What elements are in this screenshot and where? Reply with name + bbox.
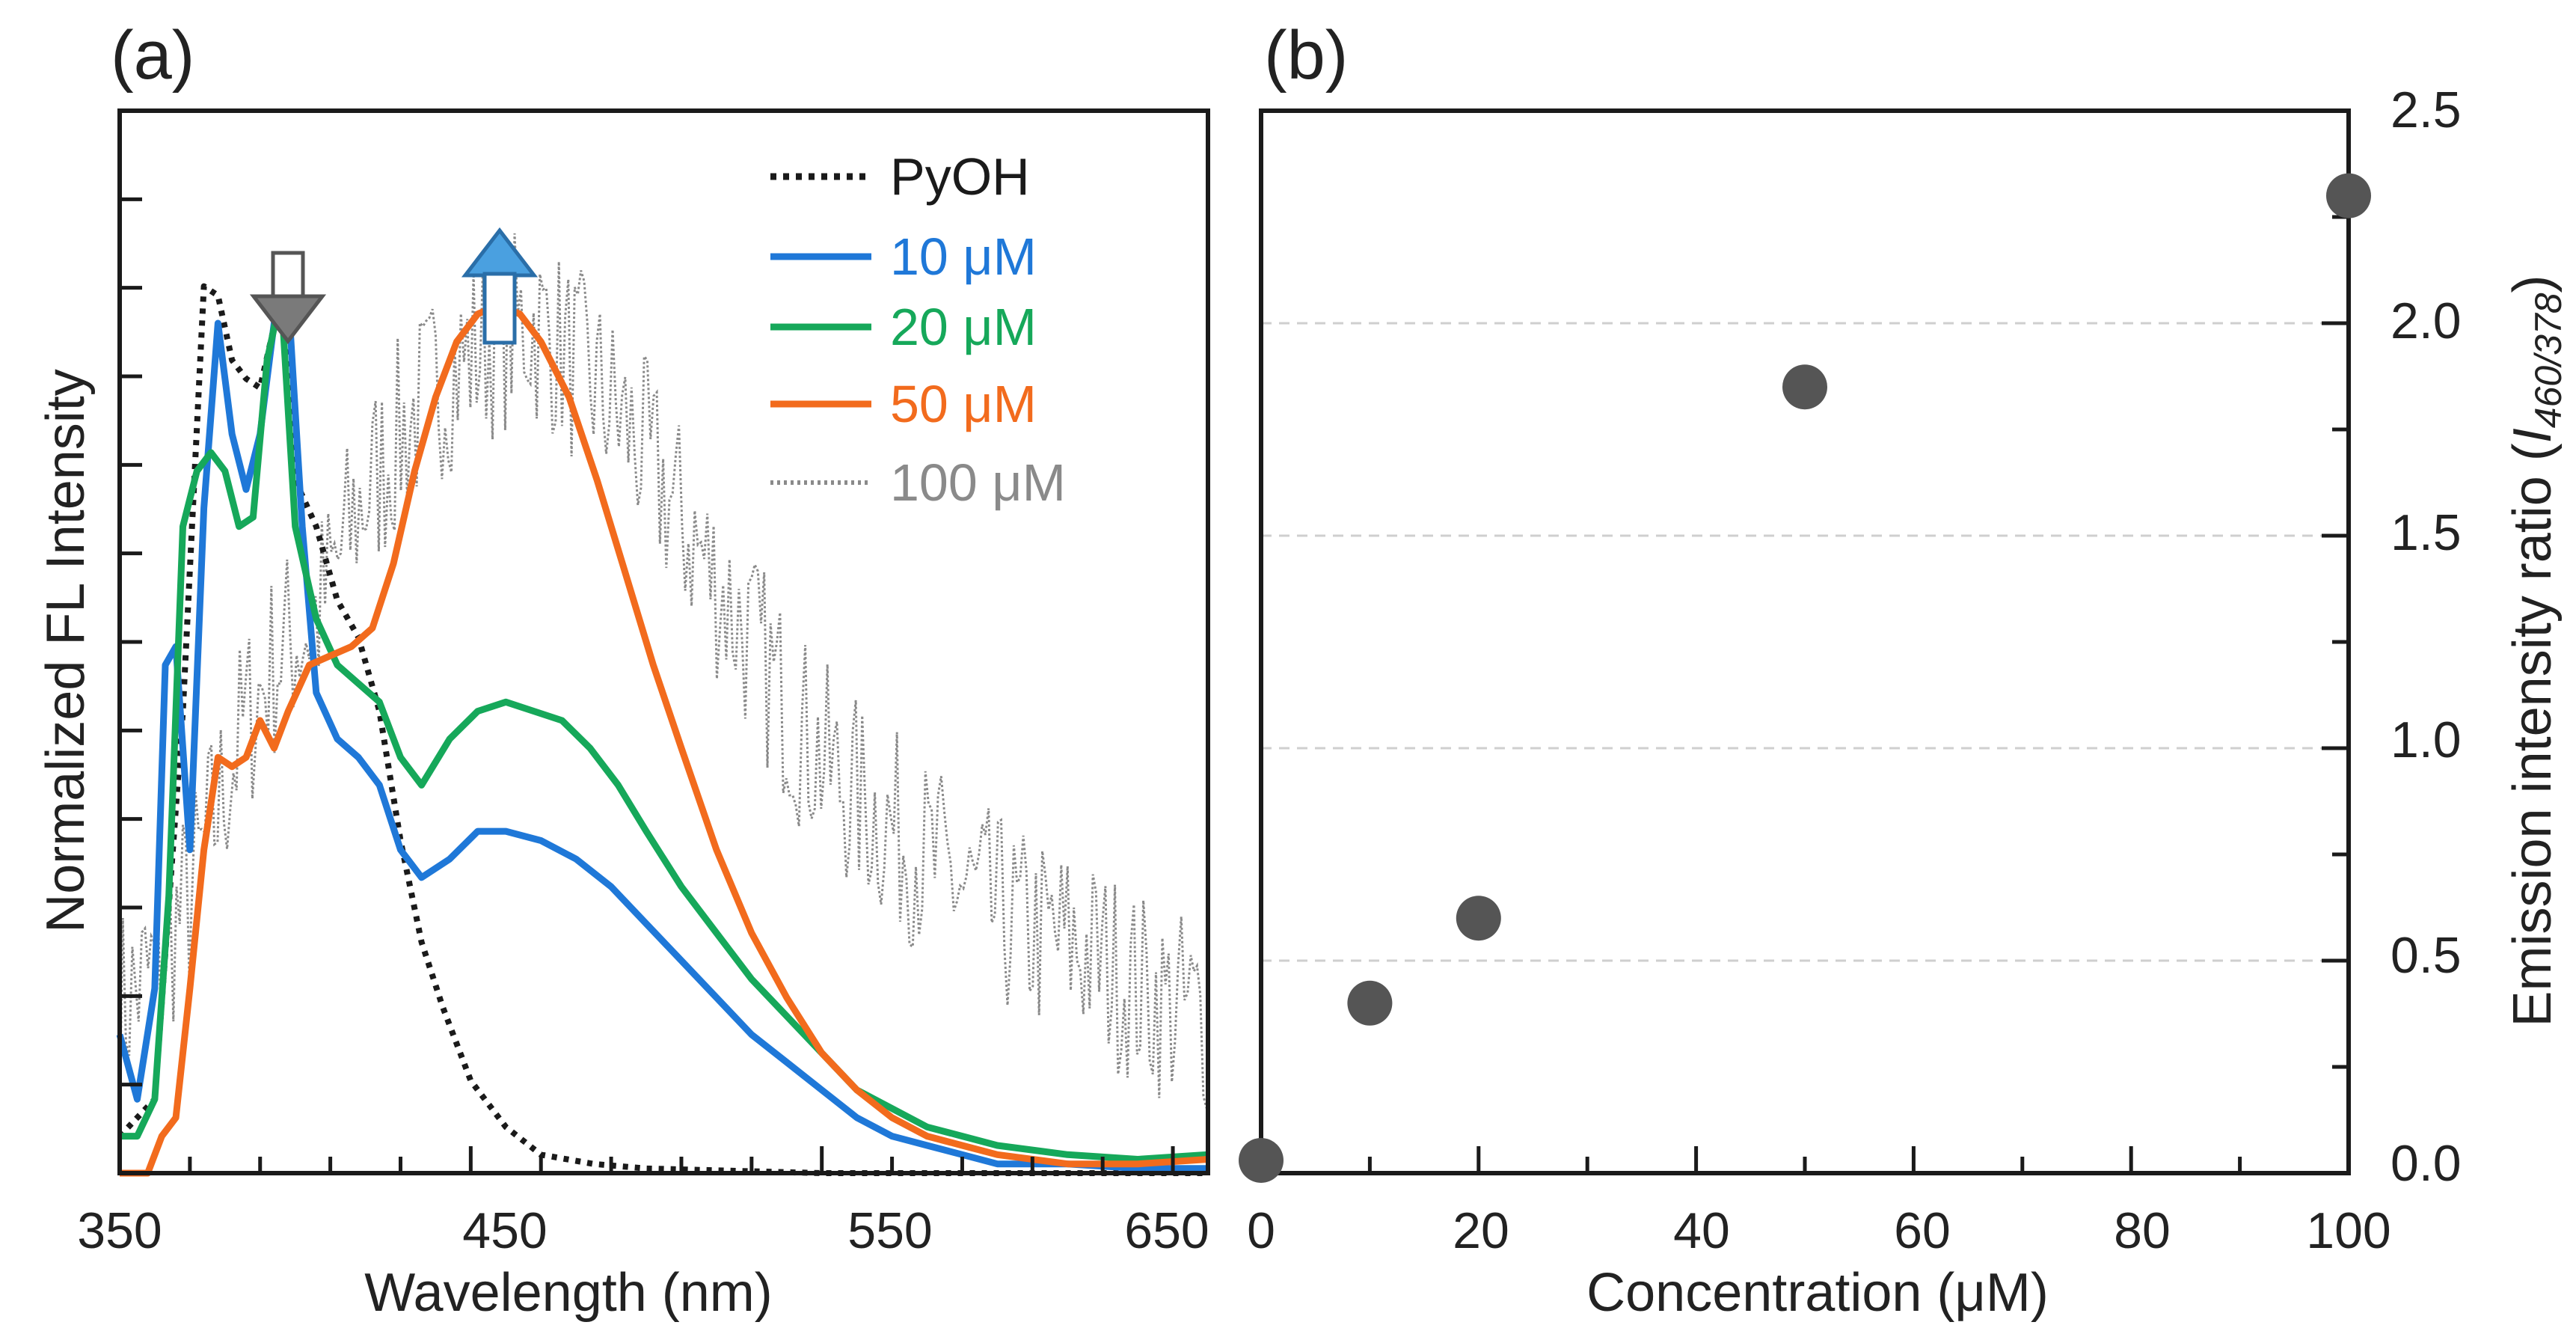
down-arrow-icon: [249, 251, 327, 345]
b-xtick-0: 0: [1247, 1202, 1275, 1259]
b-ytick-1-0: 1.0: [2391, 712, 2462, 768]
legend-item-50um: 50 μM: [770, 375, 1037, 433]
up-arrow-icon: [461, 227, 539, 345]
b-xtick-100: 100: [2306, 1202, 2391, 1259]
panel-a-axes: [117, 108, 1210, 1175]
legend-label-10um: 10 μM: [890, 227, 1037, 286]
b-xtick-60: 60: [1894, 1202, 1951, 1259]
b-xtick-80: 80: [2114, 1202, 2171, 1259]
data-point-100um: [2326, 173, 2371, 218]
legend-item-pyoh: PyOH: [770, 147, 1030, 206]
b-y-axis-title-main: Emission intensity ratio (: [2503, 443, 2563, 1026]
panel-a: (a) PyOH 10 μM 20 μM: [36, 17, 1210, 1323]
panel-b-frame: [1259, 108, 2351, 1175]
legend-label-pyoh: PyOH: [890, 147, 1030, 206]
legend-item-100um: 100 μM: [770, 453, 1066, 512]
b-y-axis-title: Emission intensity ratio (I460/378): [2503, 275, 2569, 1026]
data-point-50um: [1782, 364, 1827, 410]
legend-label-20um: 20 μM: [890, 298, 1037, 356]
panel-b-gridlines: [1261, 322, 2349, 962]
panel-a-series-group: [116, 233, 1209, 1177]
legend-label-100um: 100 μM: [890, 453, 1066, 512]
b-xtick-40: 40: [1673, 1202, 1730, 1259]
b-ytick-1-5: 1.5: [2391, 504, 2462, 561]
a-xtick-650: 650: [1124, 1202, 1209, 1259]
a-xtick-550: 550: [847, 1202, 932, 1259]
b-ytick-2-5: 2.5: [2391, 82, 2462, 138]
data-point-10um: [1347, 980, 1393, 1026]
panel-b-label: (b): [1264, 17, 1348, 94]
series-line-10m: [116, 292, 1208, 1172]
a-x-axis-title: Wavelength (nm): [364, 1263, 773, 1323]
a-xtick-450: 450: [462, 1202, 547, 1259]
b-y-axis-title-close: ): [2503, 275, 2563, 293]
panel-b-axes: [1259, 108, 2351, 1175]
b-xtick-20: 20: [1453, 1202, 1509, 1259]
a-xtick-350: 350: [77, 1202, 162, 1259]
data-point-20um: [1456, 896, 1501, 941]
legend-item-10um: 10 μM: [770, 227, 1037, 286]
panel-b-points: [1239, 173, 2371, 1183]
b-ytick-0-5: 0.5: [2391, 927, 2462, 984]
series-line-50m: [120, 301, 1209, 1177]
a-y-axis-title: Normalized FL Intensity: [36, 369, 96, 933]
b-y-axis-title-i: I: [2503, 428, 2563, 443]
panel-a-label: (a): [111, 17, 194, 94]
b-ytick-0-0: 0.0: [2391, 1135, 2462, 1192]
series-line-100um: [118, 233, 1208, 1109]
legend: PyOH 10 μM 20 μM 50 μM 100 μM: [770, 147, 1066, 512]
b-x-axis-title: Concentration (μM): [1586, 1263, 2049, 1323]
panel-b: (b) 0 20 40 60 80 100 0.0 0.5 1.0 1.5 2.…: [1239, 17, 2569, 1323]
data-point-0um: [1239, 1137, 1284, 1183]
b-ytick-2-0: 2.0: [2391, 293, 2462, 349]
legend-item-20um: 20 μM: [770, 298, 1037, 356]
b-y-axis-title-sub: 460/378: [2527, 293, 2569, 428]
series-line-20m: [120, 292, 1209, 1163]
legend-label-50um: 50 μM: [890, 375, 1037, 433]
